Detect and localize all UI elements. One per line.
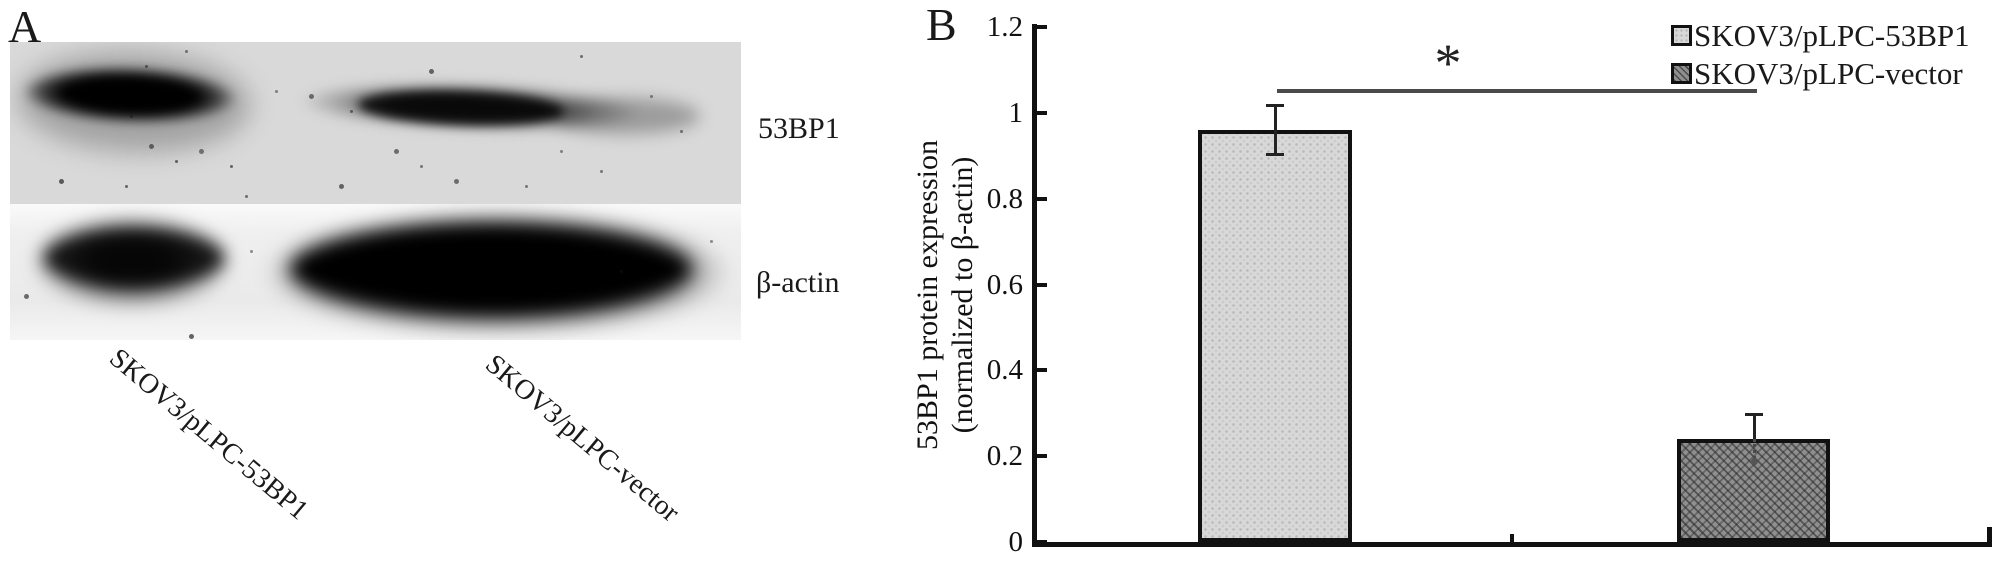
y-tick-0-6: 0.6 xyxy=(935,266,1047,304)
y-axis-line xyxy=(1032,24,1037,542)
blot-beta-actin-strip xyxy=(10,204,741,340)
error-bar-lower-stem xyxy=(1752,439,1759,465)
error-bar-skov3-plpc-53bp1 xyxy=(1266,104,1284,156)
legend-item-skov3-plpc-53bp1: SKOV3/pLPC-53BP1 xyxy=(1671,16,1970,54)
error-bar-bottom-cap xyxy=(1750,457,1758,465)
y-tick-label: 1 xyxy=(1008,97,1024,129)
53bp1-band-lane2-tail xyxy=(550,98,700,134)
legend-swatch-vector xyxy=(1671,62,1692,84)
western-blot-image xyxy=(10,42,741,340)
legend-swatch-53bp1 xyxy=(1671,24,1692,46)
y-tick-label: 0.4 xyxy=(986,354,1023,387)
panel-b-label: B xyxy=(926,0,957,50)
x-axis-middle-tick xyxy=(1510,534,1514,542)
y-tick-mark xyxy=(1037,454,1047,459)
error-bar-bottom-cap xyxy=(1266,152,1284,156)
y-tick-0-4: 0.4 xyxy=(935,351,1047,389)
y-tick-mark xyxy=(1037,282,1047,287)
y-tick-mark xyxy=(1037,25,1047,30)
blot-target-label-53bp1: 53BP1 xyxy=(758,112,840,145)
blot-target-label-beta-actin: β-actin xyxy=(756,266,840,299)
x-axis-line xyxy=(1032,542,1992,547)
error-bar-upper-stem xyxy=(1752,413,1756,440)
beta-actin-band-lane1-core xyxy=(44,230,224,286)
y-tick-mark xyxy=(1037,111,1047,115)
significance-asterisk: * xyxy=(1434,33,1462,93)
error-bar-upper-stem xyxy=(1273,104,1277,131)
legend-label-53bp1: SKOV3/pLPC-53BP1 xyxy=(1694,17,1970,53)
y-tick-mark xyxy=(1037,196,1047,201)
beta-actin-band-lane2-core xyxy=(290,226,692,312)
significance-line xyxy=(1277,89,1757,93)
y-tick-label: 0 xyxy=(1008,526,1024,558)
lane-label-skov3-plpc-53bp1: SKOV3/pLPC-53BP1 xyxy=(103,342,314,527)
y-tick-label: 0.2 xyxy=(986,440,1023,473)
panel-a-label: A xyxy=(8,1,42,52)
y-tick-1: 1 xyxy=(935,94,1047,132)
bar-skov3-plpc-53bp1 xyxy=(1198,130,1352,542)
legend-label-vector: SKOV3/pLPC-vector xyxy=(1694,55,1963,91)
legend-item-skov3-plpc-vector: SKOV3/pLPC-vector xyxy=(1671,54,1963,92)
y-tick-label: 0.8 xyxy=(986,182,1023,215)
error-bar-skov3-plpc-vector xyxy=(1745,413,1763,465)
x-axis-end-tick xyxy=(1987,527,1992,542)
y-tick-label: 0.6 xyxy=(986,268,1023,301)
y-tick-0-2: 0.2 xyxy=(935,437,1047,475)
lane-label-skov3-plpc-vector: SKOV3/pLPC-vector xyxy=(479,348,686,529)
y-tick-0: 0 xyxy=(935,523,1047,561)
y-tick-label: 1.2 xyxy=(986,11,1023,44)
y-tick-0-8: 0.8 xyxy=(935,180,1047,218)
blot-53bp1-strip xyxy=(10,42,741,204)
blot-speckles-upper xyxy=(10,42,13,45)
y-tick-mark xyxy=(1037,368,1047,373)
blot-speckles-lower xyxy=(10,204,13,207)
y-tick-1-2: 1.2 xyxy=(935,8,1047,46)
error-bar-lower-stem xyxy=(1273,130,1277,156)
